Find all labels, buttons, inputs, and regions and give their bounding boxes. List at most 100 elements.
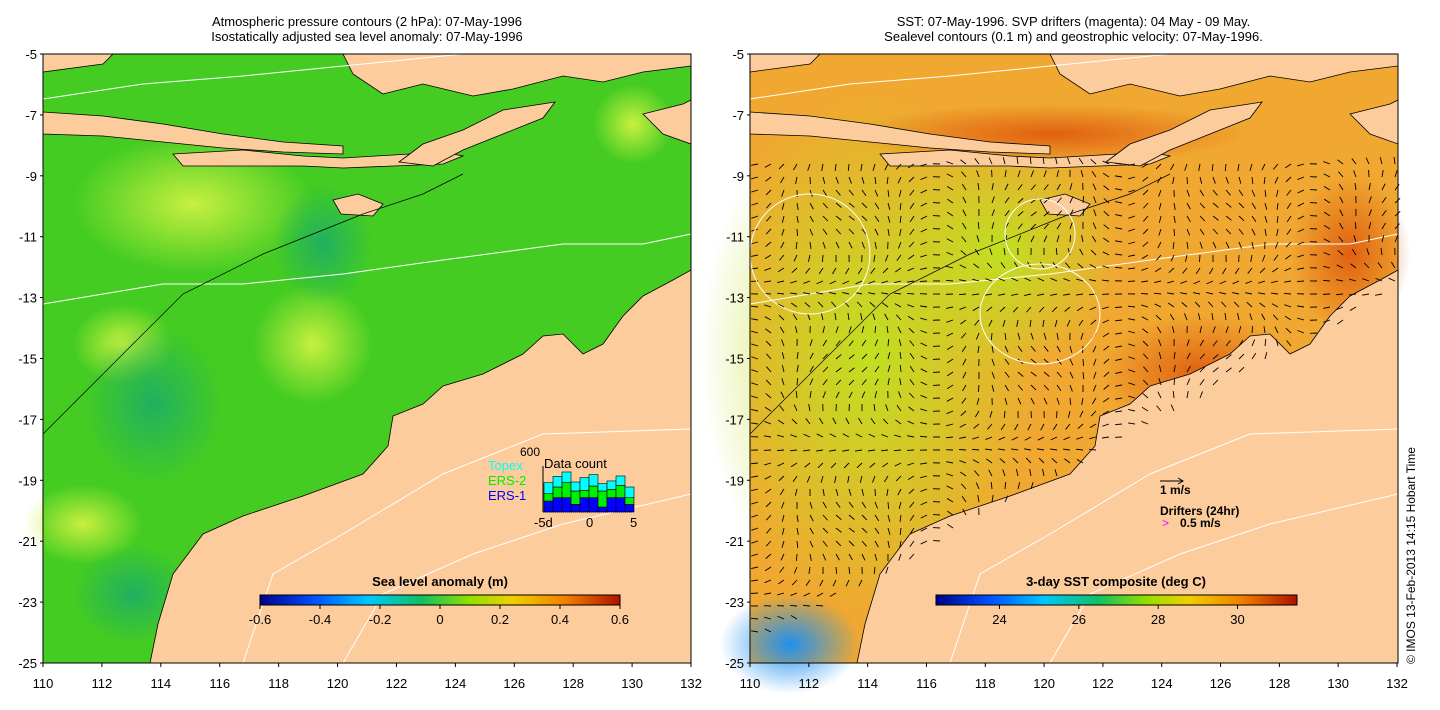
lat-tick-label: -7 [25, 108, 37, 123]
map-axes: -5 -7 -9 -11 -13 -15 -17 -19 -21 -23 -25 110 112 114 1… [18, 47, 1408, 691]
lon-tick-label: 112 [798, 676, 819, 691]
credit-text: © IMOS 13-Feb-2013 14:15 Hobart Time [1404, 447, 1418, 664]
hist-label-start: -5d [534, 515, 553, 530]
histogram-bar-topex [624, 486, 635, 498]
lat-tick-label: -7 [732, 108, 744, 123]
histogram-bar-ers2 [606, 489, 617, 498]
legend-ers2: ERS-2 [488, 473, 526, 488]
colorbar-tick-label: 0.2 [491, 612, 509, 627]
histogram-bar-ers2 [588, 485, 599, 498]
lon-tick-label: 120 [327, 676, 349, 691]
lat-tick-label: -11 [19, 230, 37, 245]
lon-tick-label: 132 [1386, 676, 1408, 691]
data-count-max: 600 [520, 445, 540, 459]
lon-tick-label: 130 [621, 676, 643, 691]
histogram-bar-topex [597, 483, 608, 492]
colorbar-tick-label: 26 [1072, 612, 1086, 627]
histogram-bar-ers2 [561, 482, 572, 498]
lon-tick-label: 116 [209, 676, 230, 691]
colorbar-tick-label: 30 [1230, 612, 1244, 627]
histogram-bar-topex [570, 481, 581, 492]
histogram-bar-ers2 [597, 490, 608, 508]
histogram-bar-ers2 [579, 490, 590, 498]
sea-level-anomaly-map [23, 53, 692, 664]
colorbar-tick-label: 28 [1151, 612, 1165, 627]
histogram-bar-ers2 [615, 485, 626, 498]
data-count-inset: 600 Topex ERS-2 ERS-1 Data count -5d 0 5 [488, 445, 637, 530]
lat-tick-label: -19 [18, 473, 37, 488]
histogram-bar-ers2 [624, 497, 635, 505]
lon-tick-label: 110 [33, 676, 54, 691]
lat-tick-label: -25 [725, 656, 744, 671]
legend-topex: Topex [488, 458, 523, 473]
histogram-bar-ers2 [552, 486, 563, 498]
histogram-bar-ers1 [615, 497, 626, 513]
legend-ers1: ERS-1 [488, 488, 526, 503]
histogram-bar-ers1 [543, 500, 554, 513]
lon-tick-label: 114 [150, 676, 171, 691]
lat-tick-label: -11 [726, 230, 744, 245]
histogram-bar-ers1 [606, 497, 617, 513]
histogram-bar-topex [588, 474, 599, 487]
left-title-line1: Atmospheric pressure contours (2 hPa): 0… [212, 14, 522, 29]
lon-tick-label: 128 [1269, 676, 1291, 691]
histogram-bar-ers1 [561, 497, 572, 513]
histogram-bar-ers1 [624, 504, 635, 513]
hist-label-zero: 0 [586, 515, 593, 530]
lon-tick-label: 126 [1210, 676, 1232, 691]
lon-tick-label: 120 [1033, 676, 1055, 691]
histogram-bar-topex [543, 482, 554, 494]
lat-tick-label: -5 [732, 47, 744, 62]
drifters-label: Drifters (24hr) [1160, 504, 1239, 518]
lon-tick-label: 124 [1151, 676, 1173, 691]
histogram-bar-ers1 [579, 497, 590, 513]
lat-tick-label: -25 [18, 656, 37, 671]
colorbar-tick-label: 0 [436, 612, 443, 627]
lon-tick-label: 126 [503, 676, 525, 691]
lat-tick-label: -15 [725, 352, 744, 367]
lat-tick-label: -9 [25, 169, 37, 184]
sst-colorbar: 3-day SST composite (deg C) 24 26 28 30 [935, 574, 1298, 627]
geostrophic-velocity-arrows [750, 156, 1401, 633]
data-count-histogram [543, 471, 635, 513]
lat-tick-label: -17 [725, 412, 744, 427]
histogram-bar-ers2 [570, 490, 581, 505]
right-title-line1: SST: 07-May-1996. SVP drifters (magenta)… [896, 14, 1251, 29]
sla-colorbar: Sea level anomaly (m) -0.6 -0.4 -0.2 0 0.2 0.… [249, 574, 629, 627]
right-map-title: SST: 07-May-1996. SVP drifters (magenta)… [750, 14, 1397, 44]
histogram-bar-ers1 [570, 504, 581, 513]
lat-tick-label: -21 [725, 534, 744, 549]
lon-tick-label: 112 [92, 676, 113, 691]
lon-tick-label: 122 [1092, 676, 1114, 691]
right-title-line2: Sealevel contours (0.1 m) and geostrophi… [884, 29, 1263, 44]
histogram-bar-ers1 [552, 497, 563, 513]
lon-tick-label: 130 [1327, 676, 1349, 691]
lat-tick-label: -23 [18, 595, 37, 610]
sst-colorbar-label: 3-day SST composite (deg C) [1026, 574, 1206, 589]
histogram-bar-topex [552, 476, 563, 488]
lat-tick-label: -13 [18, 291, 37, 306]
colorbar-tick-label: 24 [992, 612, 1006, 627]
drifter-symbol-icon: > [1162, 516, 1169, 530]
histogram-bar-topex [615, 475, 626, 486]
sla-colorbar-label: Sea level anomaly (m) [372, 574, 508, 589]
histogram-bar-topex [579, 477, 590, 491]
lat-tick-label: -13 [725, 291, 744, 306]
lon-tick-label: 124 [445, 676, 467, 691]
lat-tick-label: -19 [725, 473, 744, 488]
lon-tick-label: 122 [386, 676, 408, 691]
lat-tick-label: -5 [25, 47, 37, 62]
colorbar-tick-label: -0.2 [369, 612, 391, 627]
histogram-bar-ers1 [588, 497, 599, 513]
histogram-bar-ers1 [597, 506, 608, 513]
lon-tick-label: 116 [916, 676, 937, 691]
lon-tick-label: 110 [740, 676, 761, 691]
scale-label: 1 m/s [1160, 483, 1191, 497]
colorbar-tick-label: -0.6 [249, 612, 271, 627]
lon-tick-label: 128 [562, 676, 584, 691]
lat-tick-label: -15 [18, 352, 37, 367]
colorbar-tick-label: 0.4 [551, 612, 569, 627]
lon-tick-label: 132 [680, 676, 702, 691]
left-map-title: Atmospheric pressure contours (2 hPa): 0… [43, 14, 691, 44]
